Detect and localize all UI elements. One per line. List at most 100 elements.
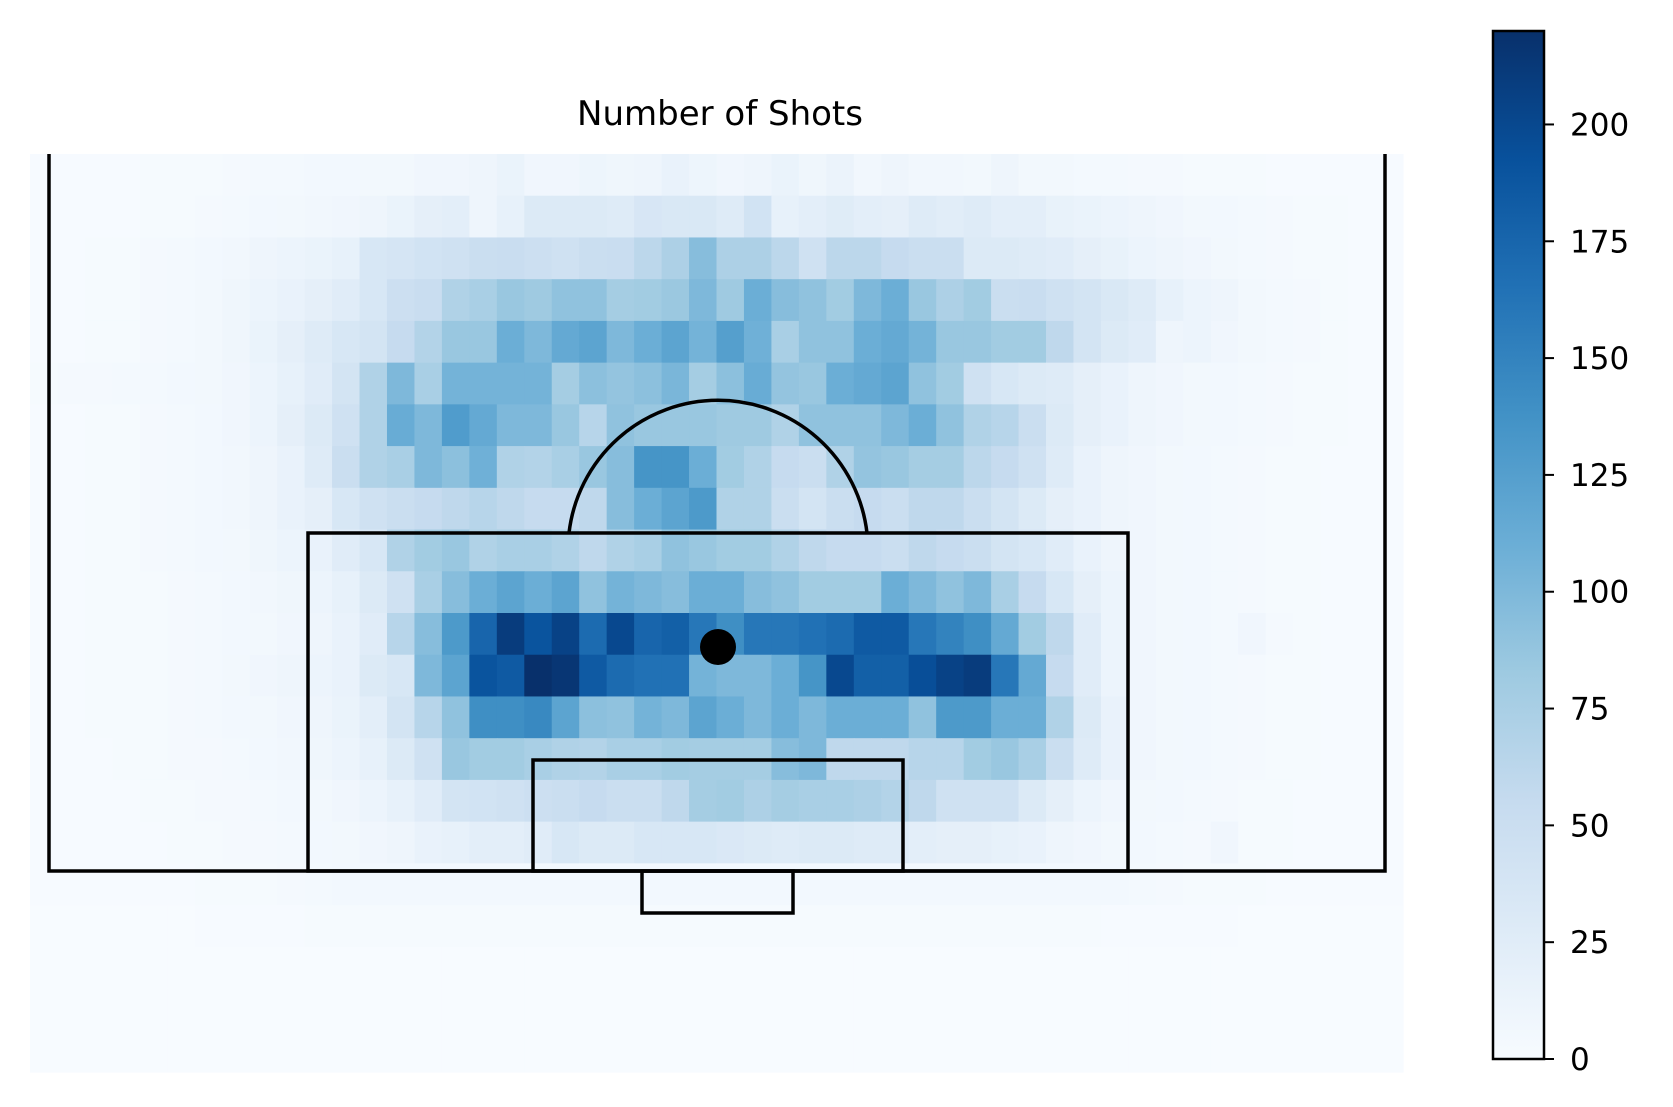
heatmap-cell [332,320,361,364]
heatmap-cell [414,446,443,489]
heatmap-cell [167,487,196,531]
heatmap-cell [84,195,113,239]
heatmap-cell [167,320,196,364]
heatmap-cell [991,237,1020,280]
heatmap-cell [716,487,745,531]
heatmap-cell [57,988,86,1031]
heatmap-cell [991,654,1020,698]
heatmap-cell [139,154,168,197]
heatmap-cell [606,237,635,280]
heatmap-cell [771,362,800,405]
heatmap-cell [496,654,525,698]
heatmap-cell [551,195,580,239]
heatmap-cell [689,571,718,614]
heatmap-cell [1046,613,1075,656]
heatmap-cell [936,571,965,614]
heatmap-cell [771,154,800,197]
heatmap-cell [853,905,882,948]
heatmap-cell [551,654,580,698]
heatmap-cell [139,779,168,823]
heatmap-cell [1320,529,1349,572]
heatmap-cell [524,946,553,990]
heatmap-cell [716,362,745,405]
heatmap-cell [661,446,690,489]
heatmap-cell [30,529,59,572]
heatmap-cell [1210,362,1239,405]
heatmap-cell [194,154,223,197]
heatmap-cell [606,779,635,823]
heatmap-cell [414,529,443,572]
heatmap-cell [771,613,800,656]
heatmap-cell [84,988,113,1031]
heatmap-cell [1100,446,1129,489]
heatmap-cell [579,279,608,322]
heatmap-cell [441,195,470,239]
heatmap-cell [84,529,113,572]
heatmap-cell [112,988,141,1031]
heatmap-cell [908,1030,937,1073]
heatmap-cell [991,529,1020,572]
heatmap-cell [1348,613,1377,656]
heatmap-cell [1018,654,1047,698]
heatmap-cell [634,154,663,197]
heatmap-cell [139,195,168,239]
heatmap-cell [1265,738,1294,781]
heatmap-cell [826,362,855,405]
heatmap-cell [1375,529,1404,572]
heatmap-cell [139,237,168,280]
heatmap-cell [1046,946,1075,990]
heatmap-cell [112,1030,141,1073]
heatmap-cell [689,320,718,364]
heatmap-cell [277,696,306,739]
heatmap-cell [414,195,443,239]
heatmap-cell [414,779,443,823]
heatmap-cell [743,154,773,197]
heatmap-cell [1293,487,1322,531]
heatmap-cell [1348,905,1377,948]
heatmap-cell [139,613,168,656]
heatmap-cell [222,988,251,1031]
heatmap-cell [1155,738,1184,781]
heatmap-cell [524,362,553,405]
heatmap-cell [414,487,443,531]
heatmap-cell [1238,529,1267,572]
heatmap-cell [386,738,416,781]
heatmap-cell [167,905,196,948]
heatmap-cell [771,988,800,1031]
heatmap-cell [414,738,443,781]
heatmap-cell [743,320,773,364]
heatmap-cell [1018,529,1047,572]
heatmap-cell [414,821,443,864]
heatmap-cell [304,905,333,948]
heatmap-cell [1320,279,1349,322]
heatmap-cell [1183,571,1212,614]
heatmap-cell [826,279,855,322]
heatmap-cell [112,362,141,405]
heatmap-cell [194,571,223,614]
heatmap-cell [1155,195,1184,239]
heatmap-cell [1293,654,1322,698]
heatmap-cell [1073,320,1102,364]
heatmap-cell [908,571,937,614]
heatmap-cell [1155,696,1184,739]
heatmap-cell [1073,237,1102,280]
heatmap-cell [1100,654,1129,698]
heatmap-cell [194,905,223,948]
heatmap-cell [606,362,635,405]
heatmap-cell [1375,654,1404,698]
heatmap-cell [386,237,416,280]
heatmap-cell [1265,613,1294,656]
heatmap-cell [634,821,663,864]
heatmap-cell [936,279,965,322]
heatmap-cell [1155,821,1184,864]
heatmap-cell [579,237,608,280]
heatmap-cell [606,905,635,948]
heatmap-cell [524,779,553,823]
heatmap-cell [1128,905,1157,948]
heatmap-cell [1210,779,1239,823]
heatmap-cell [194,946,223,990]
heatmap-cell [524,988,553,1031]
heatmap-cell [112,404,141,447]
heatmap-cell [277,613,306,656]
heatmap-cell [771,320,800,364]
